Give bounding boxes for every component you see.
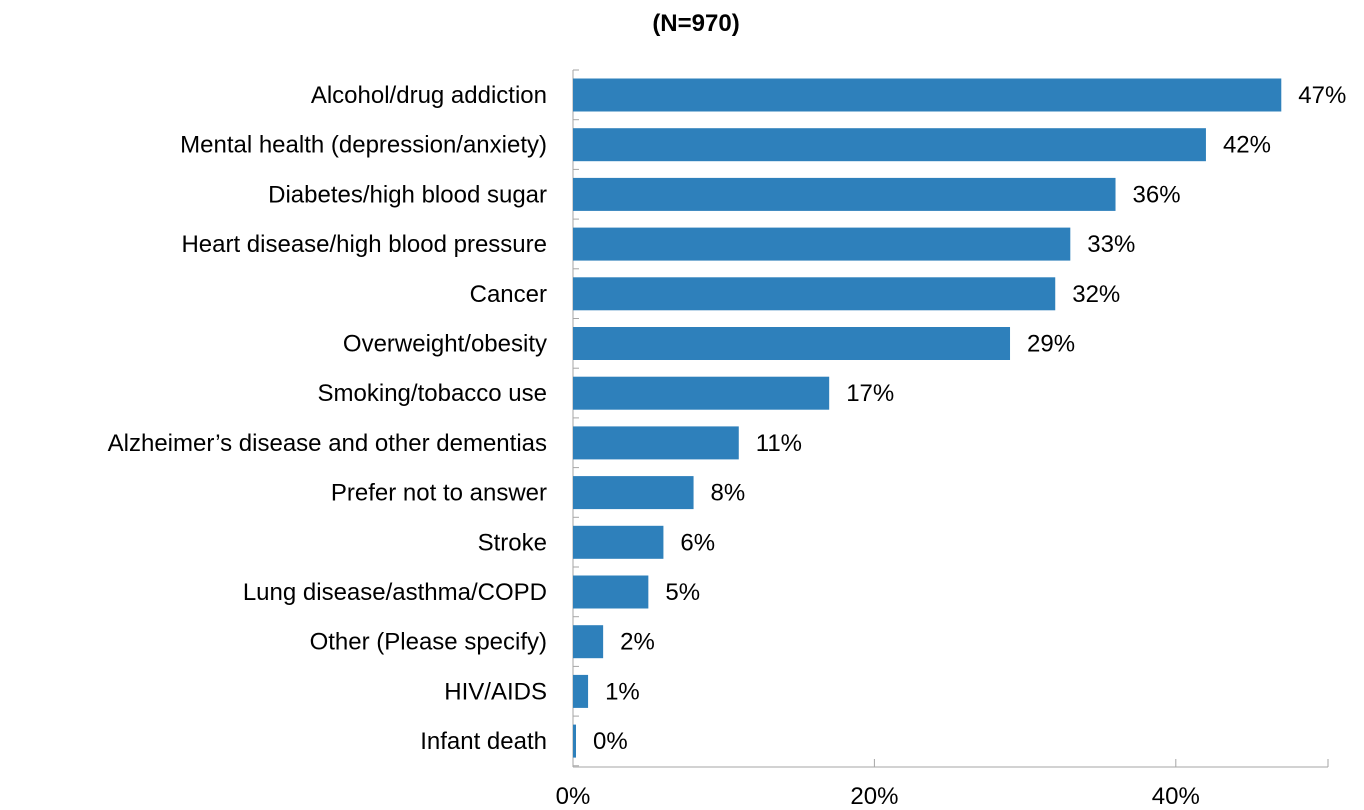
data-label: 6% [680, 529, 715, 556]
data-label: 47% [1298, 82, 1346, 109]
bar [573, 78, 1282, 112]
data-label: 8% [711, 480, 746, 507]
data-label: 32% [1072, 281, 1120, 308]
category-label: Alzheimer’s disease and other dementias [108, 430, 547, 457]
bar [573, 376, 830, 410]
axis-layer: 0% 20% 40% [556, 69, 1329, 810]
category-label: Diabetes/high blood sugar [268, 181, 547, 208]
data-label: 5% [665, 579, 700, 606]
bar [573, 625, 604, 659]
category-label: Cancer [470, 281, 547, 308]
chart-title: (N=970) [652, 10, 739, 37]
labels-layer: Alcohol/drug addiction 47% Mental health (… [108, 82, 1347, 755]
category-label: Lung disease/asthma/COPD [243, 579, 547, 606]
data-label: 11% [756, 430, 802, 457]
bar [573, 227, 1071, 261]
category-label: HIV/AIDS [444, 678, 547, 705]
data-label: 33% [1087, 231, 1135, 258]
category-label: Smoking/tobacco use [318, 380, 547, 407]
bar [573, 327, 1011, 360]
data-label: 17% [846, 380, 894, 407]
category-label: Prefer not to answer [331, 480, 547, 507]
data-label: 42% [1223, 132, 1271, 159]
data-label: 1% [605, 678, 640, 705]
x-tick-label: 40% [1152, 783, 1200, 810]
x-tick-label: 20% [850, 783, 898, 810]
category-label: Infant death [420, 728, 547, 755]
bar [573, 128, 1206, 162]
data-label: 0% [593, 728, 628, 755]
category-label: Overweight/obesity [343, 331, 547, 358]
category-label: Heart disease/high blood pressure [181, 231, 547, 258]
category-label: Mental health (depression/anxiety) [180, 132, 547, 159]
x-tick-label: 0% [556, 783, 591, 810]
bar [573, 674, 589, 708]
category-label: Alcohol/drug addiction [311, 82, 547, 109]
bar [573, 177, 1116, 211]
bar [573, 426, 739, 460]
bar [573, 525, 664, 559]
category-label: Other (Please specify) [310, 629, 547, 656]
bars-layer [573, 78, 1282, 758]
bar [573, 476, 694, 510]
bar [573, 277, 1056, 311]
data-label: 36% [1133, 181, 1181, 208]
data-label: 2% [620, 629, 655, 656]
data-label: 29% [1027, 331, 1075, 358]
category-label: Stroke [478, 529, 547, 556]
bar [573, 724, 576, 758]
bar [573, 575, 649, 609]
